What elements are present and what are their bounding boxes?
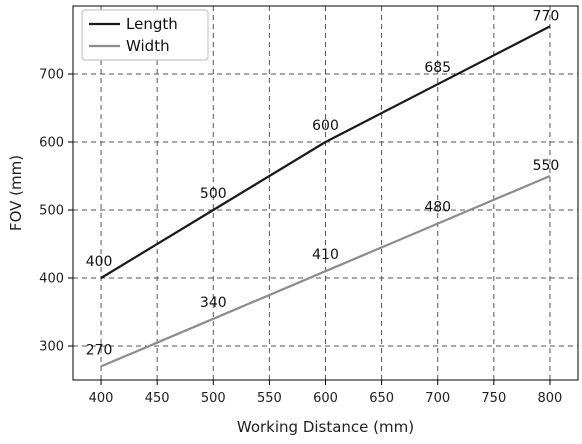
data-labels: 400 500 600 685 770 270 340 410 480 550 (86, 8, 560, 358)
data-label: 480 (424, 200, 451, 216)
series-layer (100, 25, 551, 368)
data-label: 600 (312, 118, 339, 134)
y-tick-label: 500 (39, 204, 64, 219)
data-label: 270 (86, 342, 113, 358)
y-tick-label: 700 (39, 68, 64, 83)
x-tick-label: 450 (145, 391, 170, 406)
x-tick-label: 700 (425, 391, 450, 406)
data-label: 340 (200, 295, 227, 311)
legend-label-length: Length (126, 15, 178, 33)
x-axis-title: Working Distance (mm) (237, 418, 414, 436)
x-tick-label: 800 (538, 391, 563, 406)
x-tick-label: 550 (257, 391, 282, 406)
legend-label-width: Width (126, 37, 170, 55)
x-tick-label: 600 (313, 391, 338, 406)
y-axis-ticks: 300 400 500 600 700 (39, 68, 73, 355)
y-axis-title: FOV (mm) (7, 155, 25, 231)
x-tick-label: 650 (369, 391, 394, 406)
y-tick-label: 600 (39, 136, 64, 151)
x-tick-label: 400 (89, 391, 114, 406)
data-label: 500 (200, 186, 227, 202)
series-line-width (100, 174, 551, 368)
data-label: 550 (533, 158, 560, 174)
x-tick-label: 750 (481, 391, 506, 406)
x-axis-ticks: 400 450 500 550 600 650 700 750 800 (89, 380, 563, 406)
data-label: 770 (533, 8, 560, 24)
legend: Length Width (81, 9, 209, 61)
data-label: 685 (424, 60, 451, 76)
legend-box (81, 9, 209, 61)
series-line-length (100, 25, 551, 279)
data-label: 410 (312, 247, 339, 263)
x-tick-label: 500 (201, 391, 226, 406)
data-label: 400 (86, 254, 113, 270)
y-tick-label: 300 (39, 340, 64, 355)
y-tick-label: 400 (39, 272, 64, 287)
grid (73, 6, 578, 380)
